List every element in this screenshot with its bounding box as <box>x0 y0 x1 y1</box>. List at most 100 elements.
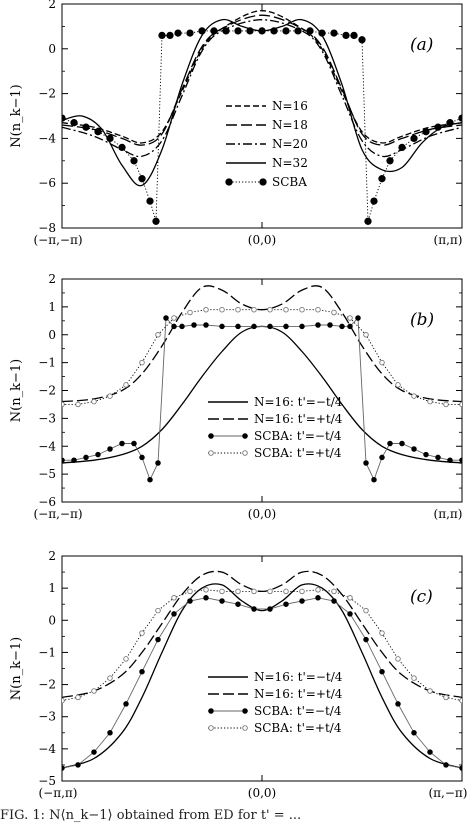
legend: N=16: t'=−t/4 N=16: t'=+t/4 SCBA: t'=−t/4 S… <box>208 395 343 460</box>
data-point <box>139 630 145 636</box>
legend-label: SCBA <box>272 175 307 189</box>
data-point <box>386 157 394 165</box>
y-tick-label: −3 <box>38 411 56 425</box>
data-point <box>387 440 393 447</box>
legend-label: N=16: t'=+t/4 <box>254 412 343 426</box>
y-tick-label: −5 <box>38 774 56 788</box>
data-point <box>347 595 353 601</box>
data-point <box>139 454 145 461</box>
legend-label: N=16 <box>272 99 308 113</box>
data-point <box>91 688 97 694</box>
data-point <box>62 457 65 463</box>
data-point <box>210 27 218 35</box>
data-point <box>379 668 385 675</box>
data-point <box>459 765 462 771</box>
data-point <box>123 382 129 388</box>
data-point <box>315 595 321 601</box>
data-point <box>147 476 153 483</box>
data-point <box>219 588 225 595</box>
x-tick-label: (0,0) <box>248 507 276 521</box>
data-point <box>155 607 161 614</box>
y-tick-label: 0 <box>48 42 56 56</box>
data-point <box>459 697 462 704</box>
data-point <box>70 119 78 127</box>
data-point <box>315 306 321 313</box>
y-tick-label: −6 <box>38 176 56 190</box>
panel-c: −5 −4 −3 −2 −1 0 1 2 (−π,π) (0,0) (π,−π) N(n_k−1) (c… <box>9 549 468 800</box>
data-point <box>187 588 193 595</box>
data-point <box>203 322 209 328</box>
data-point <box>235 601 241 607</box>
data-point <box>443 694 449 701</box>
y-tick-label: 2 <box>48 272 56 286</box>
x-tick-label: (−π,π) <box>38 786 77 800</box>
series-line <box>62 589 462 702</box>
y-tick-label: 1 <box>48 581 56 595</box>
series-line <box>62 309 462 405</box>
x-tick-label: (π,π) <box>434 233 463 247</box>
series-line <box>62 14 462 146</box>
data-point <box>219 323 225 330</box>
series-line <box>62 10 462 144</box>
data-point <box>251 306 257 313</box>
legend-label: N=16: t'=+t/4 <box>254 687 343 701</box>
legend-label: N=20 <box>272 137 308 151</box>
data-point <box>443 762 449 768</box>
legend-marker <box>208 725 214 731</box>
data-point <box>347 315 353 321</box>
figure-caption: FIG. 1: N⟨n_k−1⟩ obtained from ED for t'… <box>0 808 302 823</box>
data-point <box>186 29 194 37</box>
data-point <box>363 636 369 643</box>
data-point <box>399 440 405 447</box>
data-point <box>171 595 177 601</box>
data-point <box>246 27 254 35</box>
data-point <box>166 31 174 40</box>
legend-marker <box>242 450 248 456</box>
data-point <box>299 598 305 604</box>
x-tick-label: (0,0) <box>248 233 276 247</box>
legend-label: N=32 <box>272 156 308 170</box>
data-point <box>75 762 81 768</box>
legend-label: SCBA: t'=+t/4 <box>254 721 342 735</box>
data-point <box>139 359 145 366</box>
data-point <box>283 306 289 313</box>
data-point <box>459 401 462 408</box>
data-point <box>107 446 113 452</box>
data-point <box>379 359 385 366</box>
data-point <box>459 457 462 463</box>
data-point <box>171 611 177 617</box>
data-point <box>152 217 160 225</box>
data-point <box>395 382 401 388</box>
data-point <box>119 440 125 447</box>
data-point <box>62 697 65 704</box>
data-point <box>123 656 129 662</box>
data-point <box>62 401 65 408</box>
panel-label: (b) <box>410 310 434 330</box>
data-point <box>299 306 305 313</box>
data-point <box>130 157 138 165</box>
data-point <box>370 197 378 205</box>
y-tick-label: −8 <box>38 221 56 235</box>
data-point <box>411 393 417 399</box>
data-point <box>158 31 166 40</box>
data-point <box>123 701 129 707</box>
data-point <box>138 175 146 183</box>
legend-label: SCBA: t'=−t/4 <box>254 429 342 443</box>
x-tick-label: (−π,−π) <box>33 233 82 247</box>
data-point <box>283 601 289 607</box>
data-point <box>91 398 97 405</box>
data-point <box>395 656 401 662</box>
data-point <box>75 401 81 408</box>
data-point <box>378 175 386 183</box>
data-point <box>331 598 337 604</box>
data-point <box>75 694 81 701</box>
series-line <box>62 19 462 158</box>
data-point <box>411 446 417 452</box>
data-point <box>94 128 102 136</box>
data-point <box>267 306 273 313</box>
data-point <box>355 315 361 321</box>
data-point <box>91 749 97 755</box>
data-point <box>187 309 193 316</box>
data-point <box>306 27 314 35</box>
